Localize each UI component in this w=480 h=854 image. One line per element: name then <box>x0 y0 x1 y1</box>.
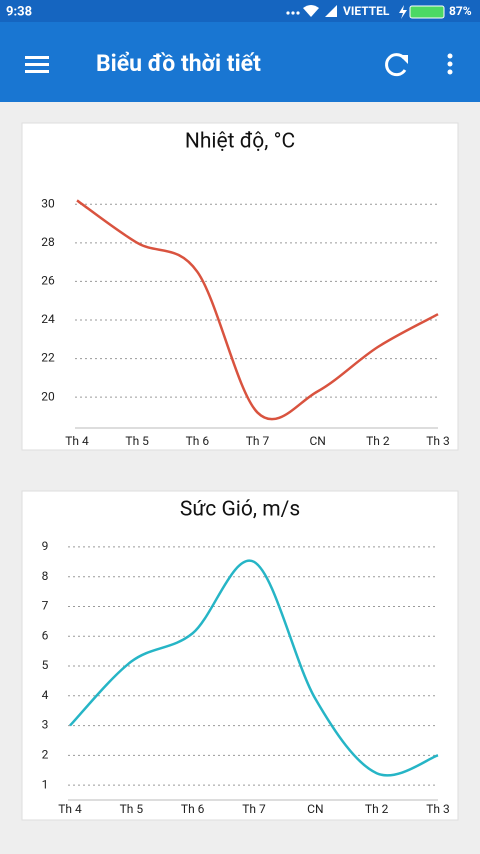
y-tick-label: 1 <box>42 777 49 791</box>
y-tick-label: 5 <box>42 658 49 672</box>
y-tick-label: 26 <box>41 274 55 288</box>
x-tick-label: Th 3 <box>426 434 450 448</box>
battery-icon <box>409 5 445 19</box>
chart-title: Sức Gió, m/s <box>180 498 300 522</box>
x-tick-label: Th 5 <box>120 802 144 816</box>
status-bar <box>0 0 480 22</box>
x-tick-label: Th 7 <box>246 434 270 448</box>
chart-card <box>21 490 459 821</box>
x-tick-label: Th 4 <box>65 434 89 448</box>
x-tick-label: Th 7 <box>242 802 266 816</box>
y-tick-label: 4 <box>42 688 49 702</box>
charging-icon <box>399 5 407 19</box>
y-tick-label: 2 <box>42 748 49 762</box>
y-tick-label: 24 <box>41 312 55 326</box>
status-carrier: VIETTEL <box>343 4 390 18</box>
line-series <box>76 199 439 421</box>
y-tick-label: 6 <box>42 628 49 642</box>
menu-button[interactable] <box>25 56 49 73</box>
chart-title: Nhiệt độ, °C <box>185 130 295 154</box>
x-tick-label: Th 4 <box>58 802 82 816</box>
x-tick-label: Th 2 <box>365 802 389 816</box>
app-title: Biểu đồ thời tiết <box>96 50 261 77</box>
x-tick-label: CN <box>307 802 323 816</box>
y-tick-label: 20 <box>41 389 55 403</box>
y-tick-label: 28 <box>41 235 55 249</box>
status-time: 9:38 <box>6 4 32 19</box>
status-icons <box>286 5 337 17</box>
y-tick-label: 22 <box>41 351 55 365</box>
status-battery: 87% <box>449 4 472 18</box>
y-tick-label: 7 <box>42 599 49 613</box>
x-tick-label: Th 6 <box>181 802 205 816</box>
y-tick-label: 8 <box>42 569 49 583</box>
y-tick-label: 30 <box>41 196 55 210</box>
refresh-button[interactable] <box>385 53 408 77</box>
app-bar <box>0 22 480 102</box>
x-tick-label: Th 5 <box>125 434 149 448</box>
y-tick-label: 9 <box>42 539 49 553</box>
x-tick-label: Th 2 <box>366 434 390 448</box>
y-tick-label: 3 <box>42 718 49 732</box>
x-tick-label: Th 6 <box>186 434 210 448</box>
x-tick-label: CN <box>309 434 325 448</box>
line-series <box>69 559 439 777</box>
more-button[interactable] <box>447 53 453 75</box>
chart-card <box>21 122 459 451</box>
x-tick-label: Th 3 <box>426 802 450 816</box>
